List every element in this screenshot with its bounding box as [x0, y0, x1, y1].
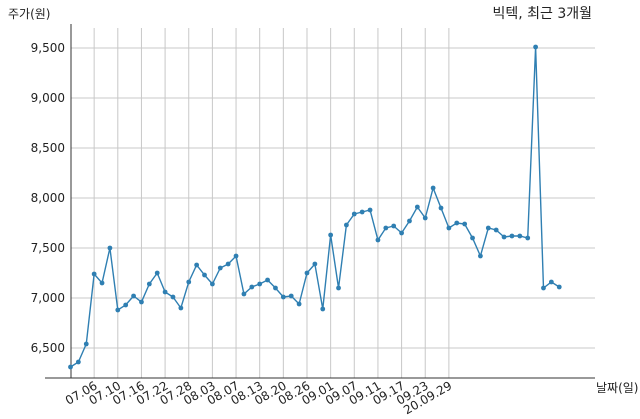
- axes: [45, 24, 595, 379]
- data-point: [162, 289, 168, 295]
- data-point: [265, 277, 270, 283]
- data-point: [217, 265, 223, 271]
- data-point: [430, 185, 436, 191]
- data-point: [68, 364, 73, 370]
- y-tick-label: 7,000: [31, 291, 65, 305]
- data-point: [209, 281, 215, 287]
- data-point: [123, 302, 129, 308]
- data-point: [470, 235, 475, 241]
- data-point: [462, 221, 468, 227]
- x-tick-labels: 07.0607.1007.1607.2207.2808.0308.0708.13…: [63, 378, 454, 417]
- data-point: [91, 271, 97, 277]
- data-point: [178, 305, 184, 311]
- data-point: [493, 227, 499, 233]
- y-tick-label: 9,000: [31, 91, 65, 105]
- y-tick-label: 8,000: [31, 191, 65, 205]
- data-point: [257, 281, 263, 287]
- data-point: [225, 261, 231, 267]
- data-point: [336, 285, 341, 291]
- data-point: [320, 306, 326, 312]
- data-point: [344, 222, 349, 228]
- data-point: [525, 235, 531, 241]
- data-point: [296, 301, 302, 307]
- data-point: [288, 293, 294, 299]
- data-point: [154, 270, 160, 276]
- data-point: [501, 234, 507, 240]
- data-point: [273, 285, 278, 291]
- y-tick-label: 8,500: [31, 141, 65, 155]
- data-point: [202, 272, 207, 278]
- data-point: [328, 232, 334, 238]
- data-point: [186, 279, 192, 285]
- data-point: [359, 209, 365, 215]
- data-point: [146, 281, 152, 287]
- data-point: [478, 253, 483, 259]
- data-point: [517, 233, 523, 239]
- data-point: [541, 285, 546, 291]
- data-point: [170, 294, 176, 300]
- data-point: [280, 294, 286, 300]
- data-point: [107, 245, 113, 251]
- data-point: [383, 225, 389, 231]
- data-point: [533, 44, 538, 50]
- data-point: [407, 218, 412, 224]
- series-line: [70, 46, 560, 368]
- data-point: [391, 223, 397, 229]
- grid-lines: [71, 28, 595, 378]
- data-point: [367, 207, 373, 213]
- data-point: [438, 205, 444, 211]
- y-axis-label: 주가(원): [8, 7, 50, 21]
- data-point: [351, 211, 357, 217]
- data-point: [83, 341, 89, 347]
- y-tick-label: 9,500: [31, 41, 65, 55]
- data-point: [485, 225, 491, 231]
- data-point: [556, 284, 562, 290]
- data-point: [414, 204, 420, 210]
- y-tick-label: 6,500: [31, 341, 65, 355]
- chart-title: 빅텍, 최근 3개월: [492, 6, 592, 22]
- data-point: [548, 279, 554, 285]
- data-point: [422, 215, 428, 221]
- y-tick-labels: 6,500 7,000 7,500 8,000 8,500 9,000 9,500: [31, 41, 65, 355]
- data-point: [75, 359, 81, 365]
- series-group: [68, 44, 562, 370]
- y-tick-label: 7,500: [31, 241, 65, 255]
- data-point: [454, 220, 460, 226]
- data-point: [241, 291, 247, 297]
- data-point: [249, 284, 255, 290]
- data-point: [375, 237, 381, 243]
- data-point: [115, 307, 121, 313]
- data-point: [233, 253, 239, 259]
- data-point: [139, 299, 144, 305]
- data-point: [446, 225, 452, 231]
- data-point: [194, 262, 200, 268]
- data-point: [509, 233, 515, 239]
- data-point: [131, 293, 136, 299]
- x-axis-label: 날짜(일): [596, 381, 638, 395]
- data-point: [99, 280, 105, 286]
- data-point: [304, 270, 310, 276]
- data-point: [399, 230, 404, 236]
- data-point: [312, 261, 318, 267]
